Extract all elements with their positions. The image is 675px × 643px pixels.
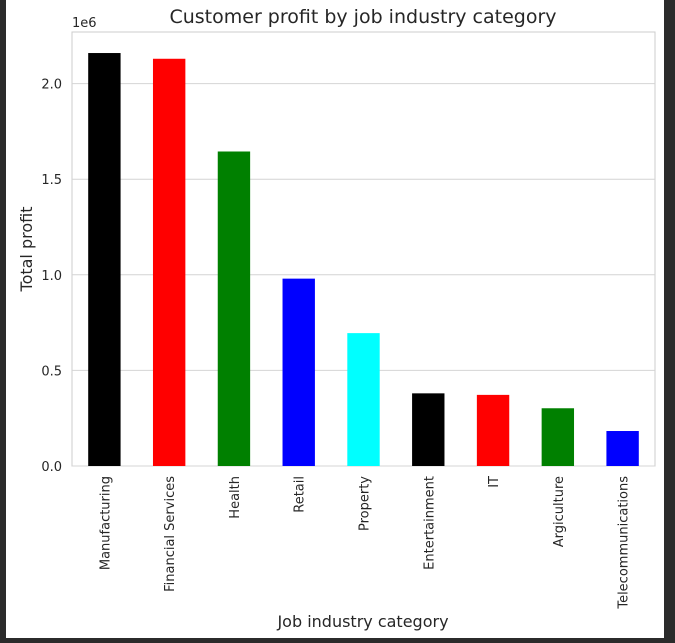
x-tick-label: Financial Services xyxy=(163,476,178,592)
y-tick-label: 1.0 xyxy=(41,269,62,284)
x-ticks: Manufacturing Financial Services Health Ret… xyxy=(98,476,631,610)
x-tick-label: IT xyxy=(487,476,502,488)
y-tick-label: 1.5 xyxy=(41,173,62,188)
bar-it xyxy=(476,394,510,466)
y-offset-label: 1e6 xyxy=(72,16,97,31)
bar-property xyxy=(347,333,380,466)
y-axis-label: Total profit xyxy=(17,207,36,293)
bar-financial-services xyxy=(152,58,186,467)
y-tick-label: 2.0 xyxy=(41,78,62,93)
x-tick-label: Manufacturing xyxy=(98,476,113,570)
x-tick-label: Entertainment xyxy=(422,476,437,570)
x-tick-label: Retail xyxy=(293,476,308,513)
bar-retail xyxy=(282,278,315,466)
bar-entertainment xyxy=(412,393,445,466)
x-tick-label: Health xyxy=(228,476,243,519)
chart-title: Customer profit by job industry category xyxy=(169,6,556,28)
bars xyxy=(88,53,639,467)
x-tick-label: Telecommunications xyxy=(617,476,632,610)
bar-health xyxy=(217,151,251,466)
x-tick-label: Argiculture xyxy=(552,476,567,547)
x-tick-label: Property xyxy=(358,476,373,531)
y-tick-label: 0.0 xyxy=(41,460,62,475)
y-ticks: 0.0 0.5 1.0 1.5 2.0 xyxy=(41,78,62,475)
bar-telecommunications xyxy=(606,431,639,466)
y-tick-label: 0.5 xyxy=(41,364,62,379)
bar-argiculture xyxy=(541,408,575,466)
bar-manufacturing xyxy=(88,53,121,467)
x-axis-label: Job industry category xyxy=(276,612,448,631)
